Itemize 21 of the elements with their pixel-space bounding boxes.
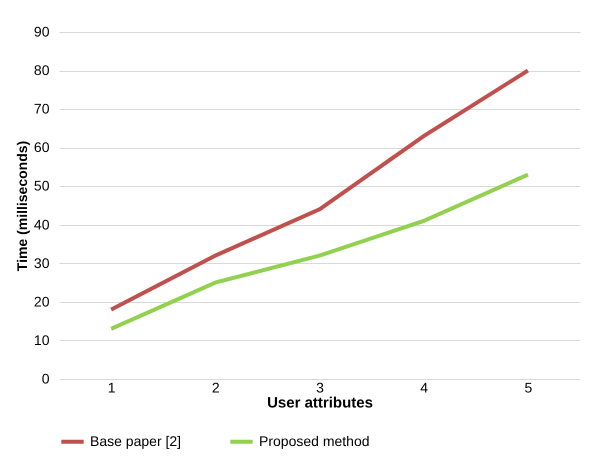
y-axis-title: Time (milliseconds) — [14, 140, 30, 272]
x-tick-label: 4 — [420, 380, 428, 396]
y-tick-label: 60 — [34, 139, 50, 156]
x-tick-label: 1 — [108, 380, 116, 396]
y-tick-label: 0 — [42, 370, 50, 386]
x-tick-label: 5 — [524, 380, 532, 396]
y-tick-label: 10 — [34, 332, 50, 348]
x-axis-title: User attributes — [267, 394, 373, 412]
y-tick-label: 20 — [34, 293, 50, 310]
line-series — [109, 68, 530, 312]
y-tick-label: 70 — [34, 100, 50, 117]
y-tick-label: 30 — [34, 254, 50, 271]
legend-label: Proposed method — [259, 432, 370, 449]
legend-label: Base paper [2] — [90, 432, 182, 449]
y-tick-label: 90 — [34, 24, 50, 40]
x-tick-label: 3 — [316, 380, 324, 396]
x-tick-label: 2 — [212, 380, 220, 396]
y-tick-label: 40 — [34, 216, 50, 232]
y-tick-label: 80 — [34, 62, 50, 78]
y-tick-label: 50 — [34, 178, 50, 194]
line-series — [109, 172, 530, 331]
